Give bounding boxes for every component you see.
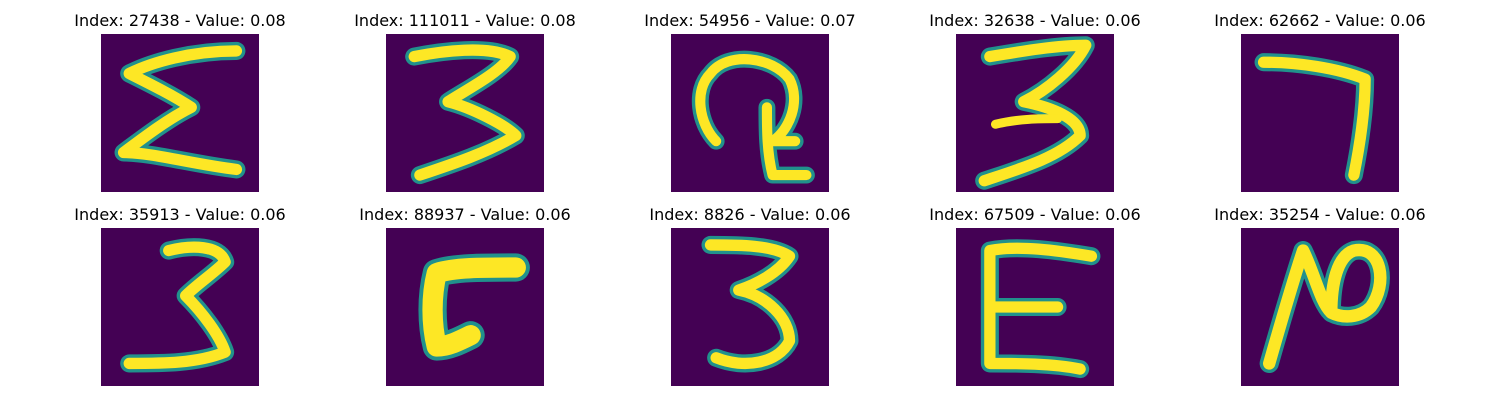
digit-image — [386, 34, 544, 192]
panel: Index: 62662 - Value: 0.06 — [1170, 0, 1470, 192]
panel: Index: 27438 - Value: 0.08 — [30, 0, 330, 192]
digit-image — [101, 34, 259, 192]
panel-title: Index: 35913 - Value: 0.06 — [74, 205, 286, 224]
digit-image — [101, 228, 259, 386]
panel: Index: 111011 - Value: 0.08 — [315, 0, 615, 192]
panel-title: Index: 62662 - Value: 0.06 — [1214, 11, 1426, 30]
panel-title: Index: 27438 - Value: 0.08 — [74, 11, 286, 30]
panel: Index: 35254 - Value: 0.06 — [1170, 194, 1470, 386]
digit-image — [956, 228, 1114, 386]
digit-image — [1241, 228, 1399, 386]
panel-title: Index: 54956 - Value: 0.07 — [644, 11, 856, 30]
panel-title: Index: 88937 - Value: 0.06 — [359, 205, 571, 224]
digit-image — [671, 34, 829, 192]
panel: Index: 32638 - Value: 0.06 — [885, 0, 1185, 192]
panel: Index: 54956 - Value: 0.07 — [600, 0, 900, 192]
panel-title: Index: 8826 - Value: 0.06 — [649, 205, 851, 224]
panel-title: Index: 67509 - Value: 0.06 — [929, 205, 1141, 224]
panel: Index: 88937 - Value: 0.06 — [315, 194, 615, 386]
panel: Index: 8826 - Value: 0.06 — [600, 194, 900, 386]
digit-image — [671, 228, 829, 386]
digit-image — [956, 34, 1114, 192]
panel-title: Index: 111011 - Value: 0.08 — [354, 11, 576, 30]
panel-title: Index: 35254 - Value: 0.06 — [1214, 205, 1426, 224]
panel: Index: 35913 - Value: 0.06 — [30, 194, 330, 386]
panel-title: Index: 32638 - Value: 0.06 — [929, 11, 1141, 30]
digit-image — [386, 228, 544, 386]
panel: Index: 67509 - Value: 0.06 — [885, 194, 1185, 386]
digit-image — [1241, 34, 1399, 192]
